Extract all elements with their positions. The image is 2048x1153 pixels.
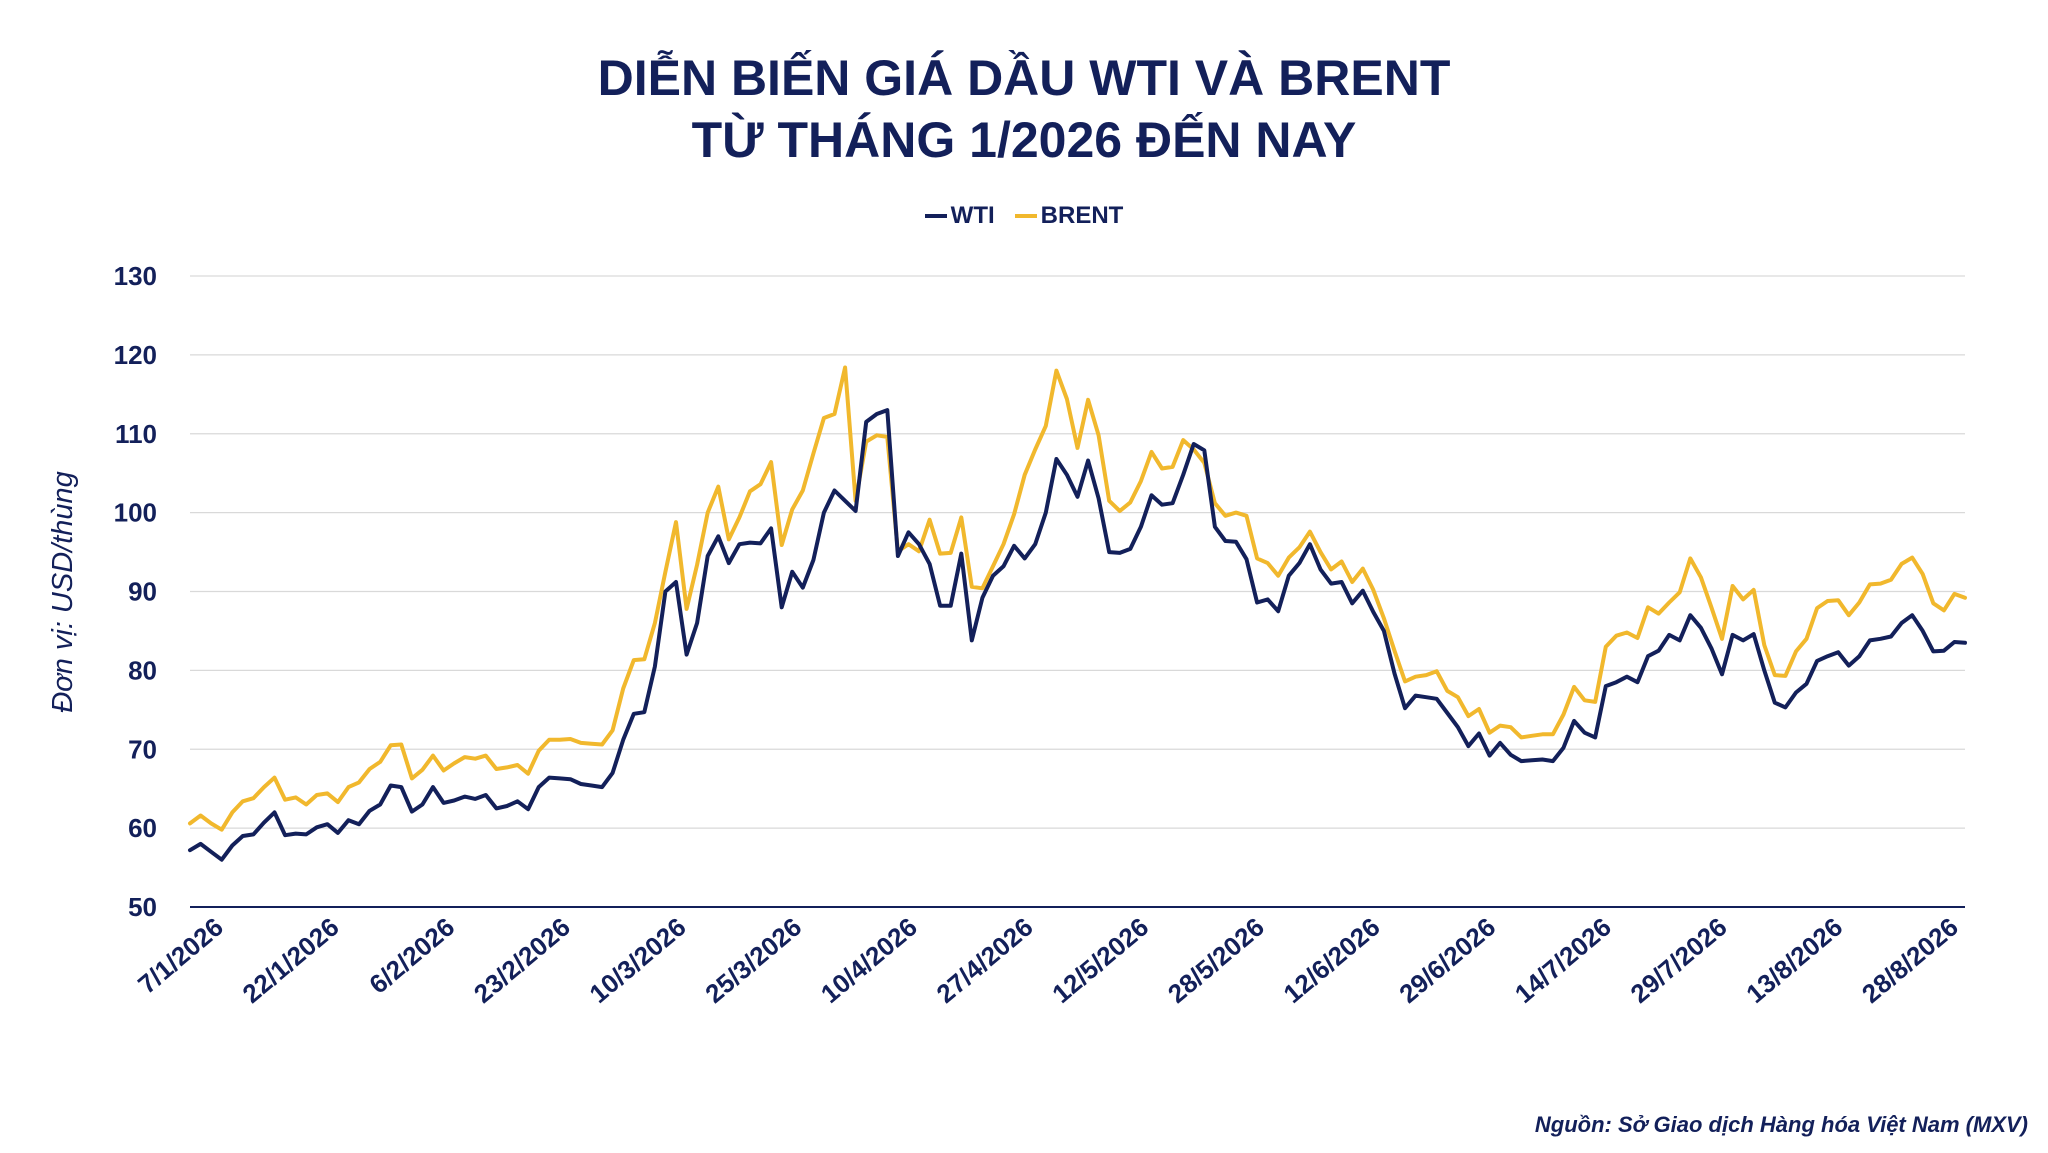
y-tick-label: 50 xyxy=(128,892,157,922)
y-tick-label: 60 xyxy=(128,813,157,843)
x-tick-label: 10/4/2026 xyxy=(815,912,923,1009)
legend-swatch-brent xyxy=(1014,214,1037,218)
x-tick-label: 29/6/2026 xyxy=(1393,912,1501,1009)
chart-subtitle: TỪ THÁNG 1/2026 ĐẾN NAY xyxy=(691,112,1357,168)
y-tick-label: 80 xyxy=(128,655,157,685)
x-tick-label: 14/7/2026 xyxy=(1509,912,1617,1009)
x-tick-label: 25/3/2026 xyxy=(699,912,807,1009)
legend-label-wti: WTI xyxy=(950,202,995,229)
chart-legend: WTI BRENT xyxy=(0,202,2048,230)
source-note: Nguồn: Sở Giao dịch Hàng hóa Việt Nam (M… xyxy=(1534,1112,2028,1137)
x-tick-label: 23/2/2026 xyxy=(468,912,576,1009)
x-tick-label: 28/5/2026 xyxy=(1162,912,1270,1009)
legend-label-brent: BRENT xyxy=(1040,202,1124,229)
x-tick-label: 27/4/2026 xyxy=(931,912,1039,1009)
x-tick-label: 6/2/2026 xyxy=(363,912,460,1000)
series-line-wti xyxy=(188,408,1967,862)
legend-item-wti: WTI xyxy=(924,202,995,230)
y-tick-label: 110 xyxy=(115,419,157,449)
y-tick-label: 90 xyxy=(128,577,157,607)
y-tick-label: 130 xyxy=(114,261,157,291)
x-tick-label: 13/8/2026 xyxy=(1740,912,1848,1009)
y-tick-label: 100 xyxy=(114,498,157,528)
chart-title: DIỄN BIẾN GIÁ DẦU WTI VÀ BRENT xyxy=(597,50,1451,106)
x-tick-label: 29/7/2026 xyxy=(1625,912,1733,1009)
x-tick-label: 28/8/2026 xyxy=(1856,912,1964,1009)
y-tick-label: 120 xyxy=(114,340,157,370)
series-line-brent xyxy=(188,365,1967,832)
x-tick-label: 12/5/2026 xyxy=(1046,912,1154,1009)
x-tick-label: 10/3/2026 xyxy=(584,912,692,1009)
x-tick-label: 22/1/2026 xyxy=(237,912,345,1009)
x-tick-label: 7/1/2026 xyxy=(132,912,229,1000)
y-tick-label: 70 xyxy=(128,734,157,764)
legend-item-brent: BRENT xyxy=(1014,202,1124,230)
x-tick-label: 12/6/2026 xyxy=(1278,912,1386,1009)
y-axis-label: Đơn vị: USD/thùng xyxy=(47,471,79,713)
legend-swatch-wti xyxy=(924,214,947,218)
